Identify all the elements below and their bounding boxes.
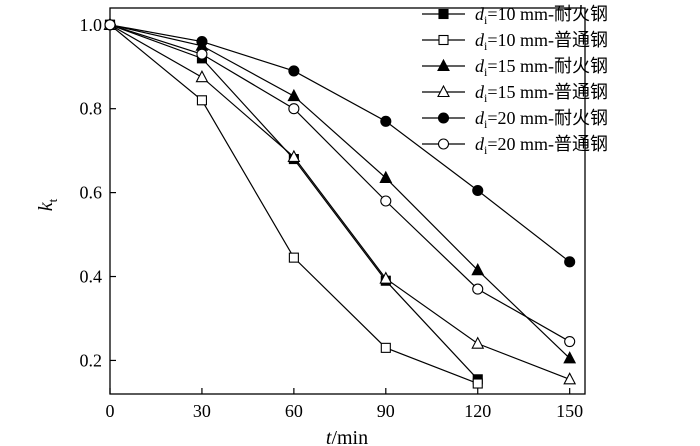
data-point — [471, 336, 485, 349]
data-point — [288, 103, 300, 115]
y-tick-label: 1.0 — [80, 15, 103, 35]
x-tick-label: 30 — [193, 401, 211, 421]
series-6 — [104, 19, 576, 348]
legend-marker — [437, 58, 450, 72]
series-4 — [103, 17, 577, 385]
axes: 0 30 60 90 120 150 0.2 0.4 0.6 0.8 1.0 — [80, 15, 584, 421]
legend: di=10 mm-耐火钢 di=10 mm-普通钢 di=15 mm-耐火钢 di=1… — [422, 4, 608, 157]
data-point — [195, 70, 209, 83]
data-point — [563, 372, 577, 385]
data-point — [104, 19, 116, 31]
x-tick-label: 60 — [285, 401, 303, 421]
data-point — [196, 48, 208, 60]
x-tick-label: 120 — [464, 401, 491, 421]
legend-marker — [437, 112, 450, 124]
y-tick-label: 0.4 — [80, 267, 103, 287]
data-point — [287, 88, 301, 102]
data-point — [380, 115, 392, 127]
legend-item: di=20 mm-耐火钢 — [422, 108, 608, 131]
y-axis-title: kt — [35, 198, 60, 211]
legend-label: di=20 mm-耐火钢 — [475, 108, 608, 131]
legend-marker — [437, 138, 450, 150]
legend-item: di=15 mm-耐火钢 — [422, 56, 608, 79]
data-point — [287, 149, 301, 162]
series-line — [109, 24, 479, 380]
data-point — [471, 263, 485, 276]
legend-label: di=20 mm-普通钢 — [475, 134, 608, 157]
legend-label: di=15 mm-普通钢 — [475, 82, 608, 105]
data-point — [564, 256, 576, 268]
legend-label: di=10 mm-耐火钢 — [475, 4, 608, 27]
x-axis-title: t/min — [326, 427, 368, 446]
legend-marker — [438, 8, 449, 20]
data-point — [472, 378, 483, 389]
data-point — [380, 342, 391, 353]
legend-marker — [438, 34, 449, 46]
series-line — [109, 24, 570, 343]
data-point — [196, 36, 208, 48]
data-point — [379, 170, 393, 183]
x-tick-label: 90 — [377, 401, 395, 421]
y-tick-label: 0.2 — [80, 350, 103, 370]
data-point — [288, 252, 299, 263]
y-tick-label: 0.8 — [80, 99, 103, 119]
legend-item: di=10 mm-耐火钢 — [422, 4, 608, 27]
data-point — [563, 351, 577, 364]
series-line — [109, 24, 478, 385]
series-group — [103, 17, 577, 389]
legend-item: di=15 mm-普通钢 — [422, 82, 608, 105]
data-point — [472, 283, 484, 295]
plot-frame — [109, 7, 586, 395]
series-line — [109, 24, 571, 359]
y-tick-label: 0.6 — [80, 183, 103, 203]
data-point — [196, 95, 207, 106]
x-tick-label: 150 — [556, 401, 583, 421]
x-tick-label: 0 — [106, 401, 115, 421]
data-point — [564, 336, 576, 348]
series-line — [109, 24, 570, 380]
legend-marker — [437, 84, 450, 98]
data-point — [379, 271, 393, 284]
legend-item: di=20 mm-普通钢 — [422, 134, 608, 157]
legend-label: di=15 mm-耐火钢 — [475, 56, 608, 79]
series-line — [109, 24, 571, 263]
data-point — [472, 184, 484, 197]
data-point — [380, 195, 392, 207]
legend-label: di=10 mm-普通钢 — [475, 30, 608, 53]
data-point — [288, 65, 300, 77]
legend-item: di=10 mm-普通钢 — [422, 30, 608, 53]
